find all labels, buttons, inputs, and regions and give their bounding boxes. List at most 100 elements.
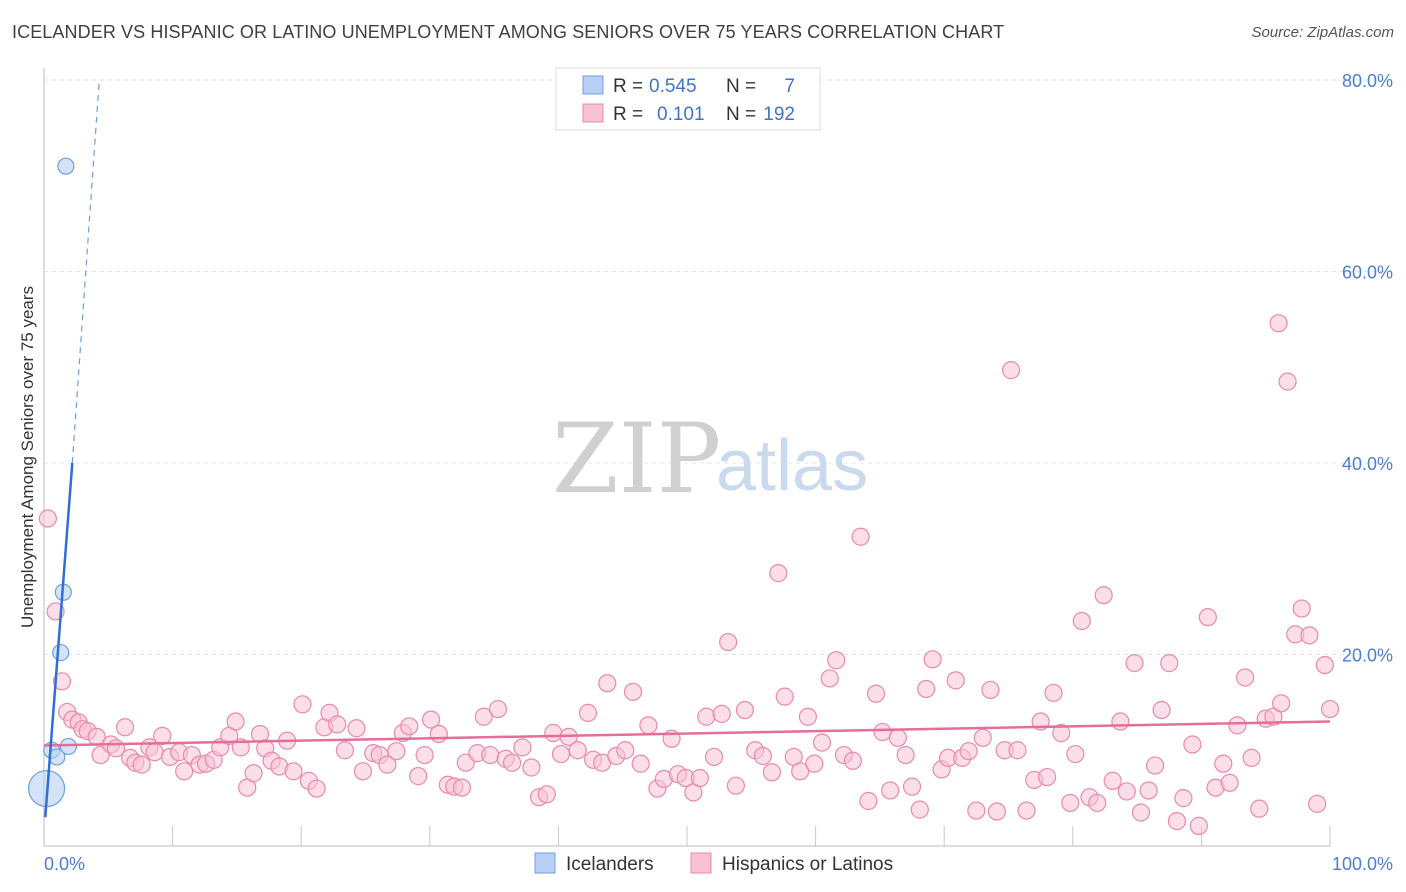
hispanic-point-108	[827, 651, 846, 670]
hispanic-point-99	[762, 763, 781, 782]
hispanic-point-116	[888, 728, 908, 747]
hispanic-point-169	[1269, 314, 1288, 333]
hispanic-point-162	[1220, 773, 1239, 792]
hispanic-point-176	[1315, 655, 1334, 675]
hispanic-point-94	[719, 632, 738, 652]
bottom-legend-swatch-hispanics	[690, 852, 712, 874]
hispanic-point-117	[896, 745, 915, 765]
gridlines: 20.0% 40.0% 60.0% 80.0%	[44, 71, 1393, 666]
hispanic-point-173	[1292, 599, 1311, 618]
hispanic-point-49	[378, 755, 397, 774]
x-tick-marks	[172, 826, 1331, 846]
hispanic-point-59	[452, 778, 472, 797]
icelander-trend-extension	[71, 79, 100, 464]
hispanic-trend-line	[43, 720, 1331, 747]
hispanic-point-147	[1111, 712, 1130, 731]
source-note: Source: ZipAtlas.com	[1251, 24, 1394, 41]
bottom-legend-swatch-icelanders	[534, 852, 556, 874]
hispanic-point-144	[1088, 793, 1107, 813]
hispanic-point-91	[697, 707, 716, 726]
hispanic-point-149	[1125, 654, 1144, 673]
legend-r-value-1: 0.545	[649, 76, 697, 97]
hispanic-point-150	[1131, 803, 1151, 822]
hispanic-point-12	[115, 718, 135, 737]
hispanic-point-15	[132, 755, 151, 774]
hispanic-point-129	[981, 680, 1000, 700]
hispanic-point-43	[328, 715, 347, 734]
trend-lines	[43, 79, 1331, 818]
hispanic-point-115	[881, 781, 900, 800]
y-tick-label-60: 60.0%	[1342, 263, 1393, 283]
hispanic-point-105	[805, 754, 824, 773]
hispanic-point-62	[474, 707, 493, 726]
legend-n-label-1: N =	[726, 76, 756, 97]
hispanic-point-114	[873, 722, 892, 742]
hispanic-point-55	[421, 710, 441, 729]
hispanic-point-168	[1264, 707, 1283, 726]
hispanic-point-164	[1236, 668, 1255, 687]
hispanic-point-28	[226, 712, 245, 731]
hispanic-point-78	[598, 674, 617, 693]
stats-legend: R = 0.545 N = 7 R = 0.101 N = 192	[555, 67, 821, 131]
hispanic-point-110	[843, 751, 862, 770]
hispanic-point-54	[415, 745, 434, 765]
hispanic-point-106	[812, 733, 832, 752]
hispanic-point-18	[153, 726, 172, 745]
series-legend: Icelanders Hispanics or Latinos	[534, 852, 893, 875]
watermark-atlas: atlas	[716, 426, 868, 506]
hispanic-point-44	[335, 741, 355, 760]
legend-r-value-2: 0.101	[657, 104, 705, 125]
hispanic-point-0	[38, 509, 57, 528]
hispanic-point-146	[1103, 771, 1122, 790]
icelander-point-5	[57, 157, 75, 175]
hispanic-point-63	[481, 745, 500, 765]
hispanic-point-52	[400, 717, 419, 736]
hispanic-point-171	[1278, 372, 1297, 391]
hispanic-points	[38, 314, 1340, 835]
bottom-legend-hispanics: Hispanics or Latinos	[722, 854, 893, 875]
hispanic-point-21	[175, 762, 194, 781]
y-tick-label-40: 40.0%	[1342, 454, 1393, 474]
hispanic-point-152	[1146, 756, 1165, 775]
hispanic-point-103	[791, 762, 810, 781]
hispanic-point-66	[503, 753, 522, 772]
hispanic-point-130	[987, 802, 1007, 821]
legend-n-label-2: N =	[726, 104, 756, 125]
hispanic-point-64	[488, 699, 508, 719]
hispanic-point-170	[1272, 694, 1291, 713]
hispanic-point-127	[967, 801, 986, 820]
hispanic-point-142	[1072, 611, 1091, 631]
y-axis-label: Unemployment Among Seniors over 75 years	[18, 286, 37, 628]
hispanic-point-104	[798, 707, 817, 726]
hispanic-point-107	[820, 669, 839, 688]
legend-r-label-2: R =	[613, 104, 643, 125]
hispanic-point-90	[690, 768, 709, 788]
hispanic-point-177	[1320, 699, 1340, 719]
hispanic-point-83	[639, 716, 658, 735]
hispanic-point-67	[513, 738, 532, 757]
legend-r-label-1: R =	[613, 76, 643, 97]
chart-title: ICELANDER VS HISPANIC OR LATINO UNEMPLOY…	[12, 22, 1005, 42]
hispanic-point-165	[1242, 748, 1261, 768]
hispanic-point-157	[1183, 735, 1202, 754]
hispanic-point-124	[946, 671, 965, 690]
hispanic-point-121	[923, 650, 942, 669]
hispanic-point-74	[568, 741, 587, 760]
hispanic-point-37	[284, 762, 303, 781]
hispanic-point-71	[544, 723, 563, 743]
hispanic-point-80	[616, 741, 635, 760]
hispanic-point-132	[1001, 361, 1021, 380]
icelander-point-3	[52, 643, 70, 662]
legend-swatch-icelanders	[582, 75, 604, 95]
hispanic-point-113	[866, 684, 886, 703]
watermark-zip: ZIP	[552, 403, 721, 515]
hispanic-point-151	[1139, 781, 1158, 800]
hispanic-point-31	[244, 764, 263, 783]
hispanic-point-138	[1044, 683, 1063, 702]
hispanic-point-96	[735, 700, 754, 720]
hispanic-point-50	[387, 742, 406, 761]
hispanic-point-158	[1189, 816, 1208, 835]
hispanic-point-137	[1037, 767, 1057, 787]
hispanic-point-70	[537, 785, 556, 804]
